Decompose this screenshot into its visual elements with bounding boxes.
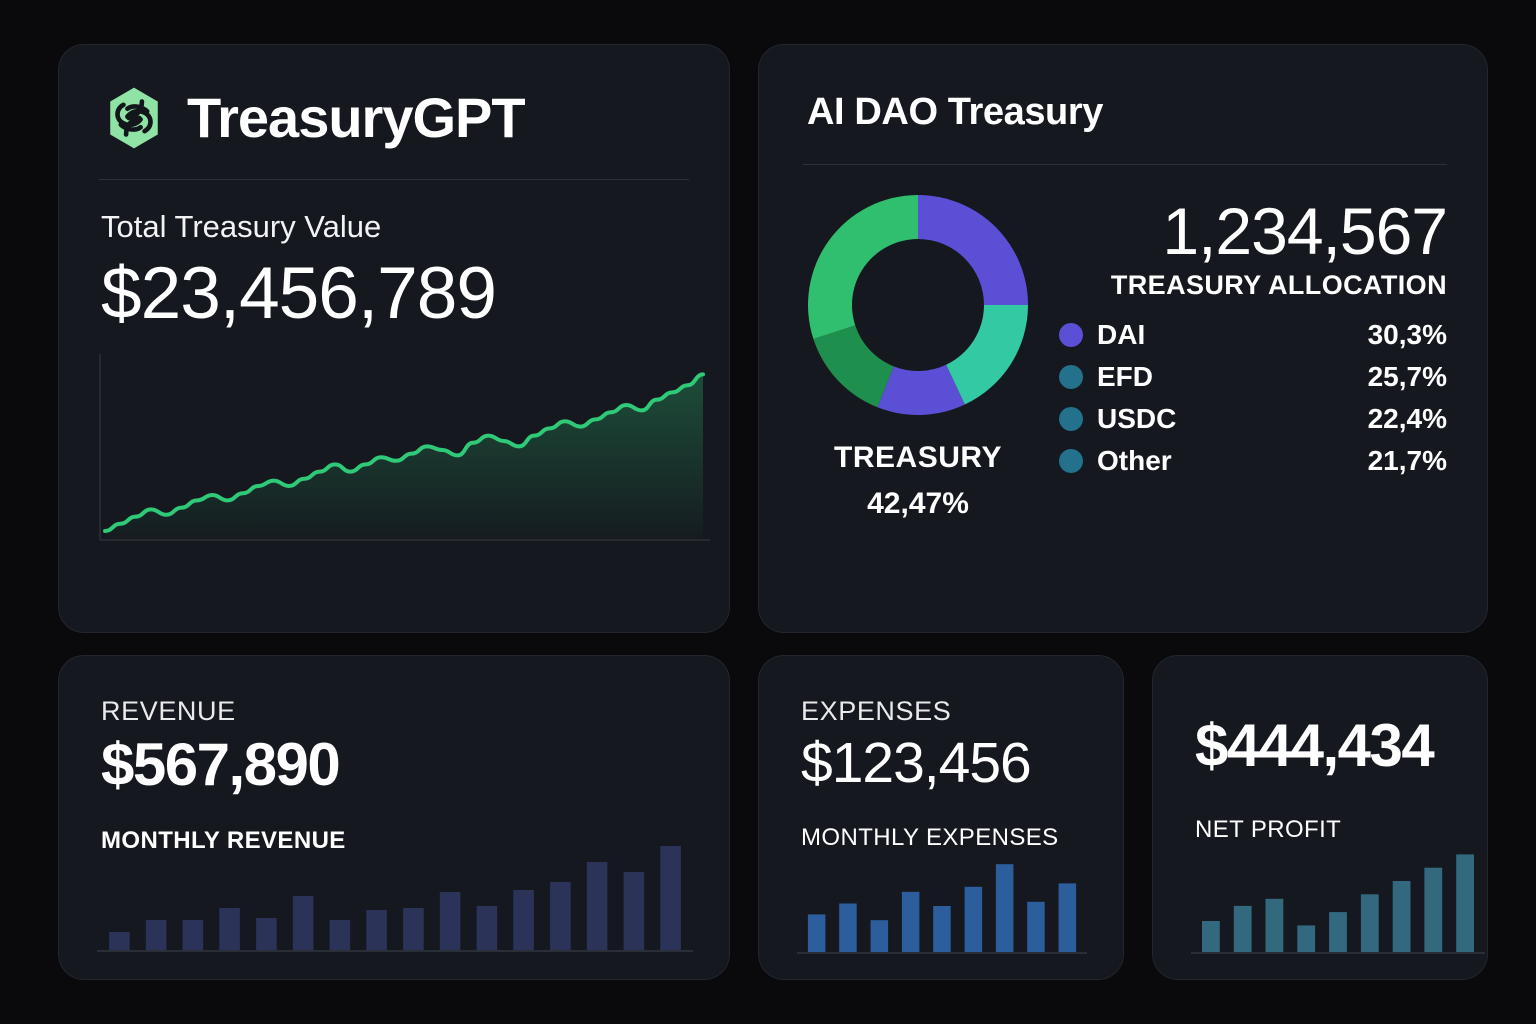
treasury-value-card: TreasuryGPT Total Treasury Value $23,456… (58, 44, 730, 634)
treasury-value-block: Total Treasury Value $23,456,789 (99, 180, 689, 336)
bar (933, 906, 951, 952)
expenses-value: $123,456 (801, 731, 1032, 796)
bar (329, 920, 351, 950)
allocation-area: TREASURY 42,47% 1,234,567 TREASURY ALLOC… (803, 165, 1448, 521)
revenue-bar-chart (59, 834, 729, 979)
donut-segment (946, 305, 1028, 405)
expenses-text-block: EXPENSES $123,456 MONTHLY EXPENSES (759, 684, 1123, 851)
revenue-text-block: REVENUE $567,890 MONTHLY REVENUE (59, 684, 729, 855)
revenue-label: REVENUE (101, 696, 236, 727)
bar (145, 920, 167, 950)
bar (1392, 881, 1411, 952)
legend-color-dot-icon (1059, 323, 1083, 348)
revenue-card: REVENUE $567,890 MONTHLY REVENUE (58, 655, 730, 980)
legend-asset-pct: 30,3% (1367, 319, 1447, 351)
legend-color-dot-icon (1059, 449, 1083, 474)
dao-treasury-title: AI DAO Treasury (807, 91, 1103, 133)
bar (1058, 883, 1077, 952)
legend-asset-pct: 21,7% (1367, 445, 1447, 477)
bar (403, 908, 424, 950)
dao-treasury-card: AI DAO Treasury TREASURY 42,47% 1,234,56… (758, 44, 1488, 634)
bar (1202, 921, 1220, 952)
bar (1027, 901, 1045, 952)
bar (366, 910, 387, 950)
legend-row[interactable]: EFD 25,7% (1059, 361, 1447, 393)
bar (586, 862, 608, 950)
net-profit-card: $444,434 NET PROFIT (1152, 655, 1488, 980)
allocation-column: 1,234,567 TREASURY ALLOCATION DAI 30,3% EF… (1059, 191, 1448, 521)
bar (964, 886, 983, 952)
treasury-line-chart (99, 350, 710, 555)
top-row: TreasuryGPT Total Treasury Value $23,456… (58, 44, 1488, 634)
hero-divider (99, 179, 689, 180)
bar (660, 846, 681, 950)
legend-asset-name: USDC (1097, 403, 1177, 435)
total-treasury-label: Total Treasury Value (101, 209, 382, 244)
revenue-value: $567,890 (101, 731, 341, 799)
bar (1265, 898, 1284, 952)
bar (219, 908, 240, 950)
bar (1360, 894, 1379, 952)
bar (1424, 867, 1443, 952)
expenses-label: EXPENSES (801, 696, 952, 727)
legend-asset-pct: 22,4% (1367, 403, 1447, 435)
bar (839, 903, 857, 952)
bar (292, 896, 314, 950)
legend-row[interactable]: DAI 30,3% (1059, 319, 1447, 351)
legend-asset-pct: 25,7% (1367, 361, 1447, 393)
net-profit-caption: NET PROFIT (1195, 816, 1342, 844)
legend-row[interactable]: USDC 22,4% (1059, 403, 1447, 435)
bar (513, 890, 534, 950)
legend-asset-name: DAI (1097, 319, 1146, 351)
total-treasury-value: $23,456,789 (101, 253, 497, 335)
bar (439, 892, 461, 950)
allocation-legend: DAI 30,3% EFD 25,7% USDC 22,4% Other 21,7% (1059, 319, 1447, 477)
legend-row[interactable]: Other 21,7% (1059, 445, 1447, 477)
bar (1329, 912, 1347, 952)
treasury-caption: TREASURY 42,47% (834, 441, 1002, 521)
bar (182, 920, 204, 950)
bar (109, 932, 130, 950)
bar (550, 882, 571, 950)
donut-segment (813, 325, 894, 408)
legend-asset-name: EFD (1097, 361, 1153, 393)
bar (807, 914, 826, 952)
bar (995, 864, 1014, 952)
brand-header: TreasuryGPT (99, 77, 689, 179)
legend-color-dot-icon (1059, 407, 1083, 432)
expenses-bar-chart (759, 854, 1123, 979)
expenses-card: EXPENSES $123,456 MONTHLY EXPENSES (758, 655, 1124, 980)
bar (901, 891, 920, 952)
bar (870, 920, 889, 952)
openai-knot-icon (101, 85, 167, 151)
donut-segment (918, 195, 1028, 305)
bar (1456, 854, 1474, 952)
bottom-row: REVENUE $567,890 MONTHLY REVENUE EXPENSE… (58, 655, 1488, 980)
net-profit-value: $444,434 (1195, 712, 1435, 780)
bar (476, 906, 498, 950)
legend-asset-name: Other (1097, 445, 1172, 477)
treasury-caption-label: TREASURY (834, 441, 1002, 474)
bar (623, 872, 645, 950)
bar (1233, 905, 1252, 952)
expenses-chart-caption: MONTHLY EXPENSES (801, 823, 1059, 851)
treasury-caption-value: 42,47% (867, 487, 969, 520)
bar (1297, 925, 1316, 952)
bar (256, 918, 277, 950)
allocation-total: 1,234,567 (1162, 194, 1448, 268)
donut-column: TREASURY 42,47% (803, 191, 1033, 521)
brand-title: TreasuryGPT (187, 86, 526, 149)
profit-bar-chart (1153, 844, 1487, 979)
donut-segment (877, 364, 965, 415)
allocation-donut-chart (808, 195, 1028, 415)
legend-color-dot-icon (1059, 365, 1083, 390)
donut-divider (803, 164, 1447, 165)
profit-text-block: $444,434 NET PROFIT (1153, 684, 1487, 844)
revenue-chart-caption: MONTHLY REVENUE (101, 827, 346, 855)
donut-segment (808, 195, 918, 339)
allocation-heading: TREASURY ALLOCATION (1110, 270, 1447, 301)
